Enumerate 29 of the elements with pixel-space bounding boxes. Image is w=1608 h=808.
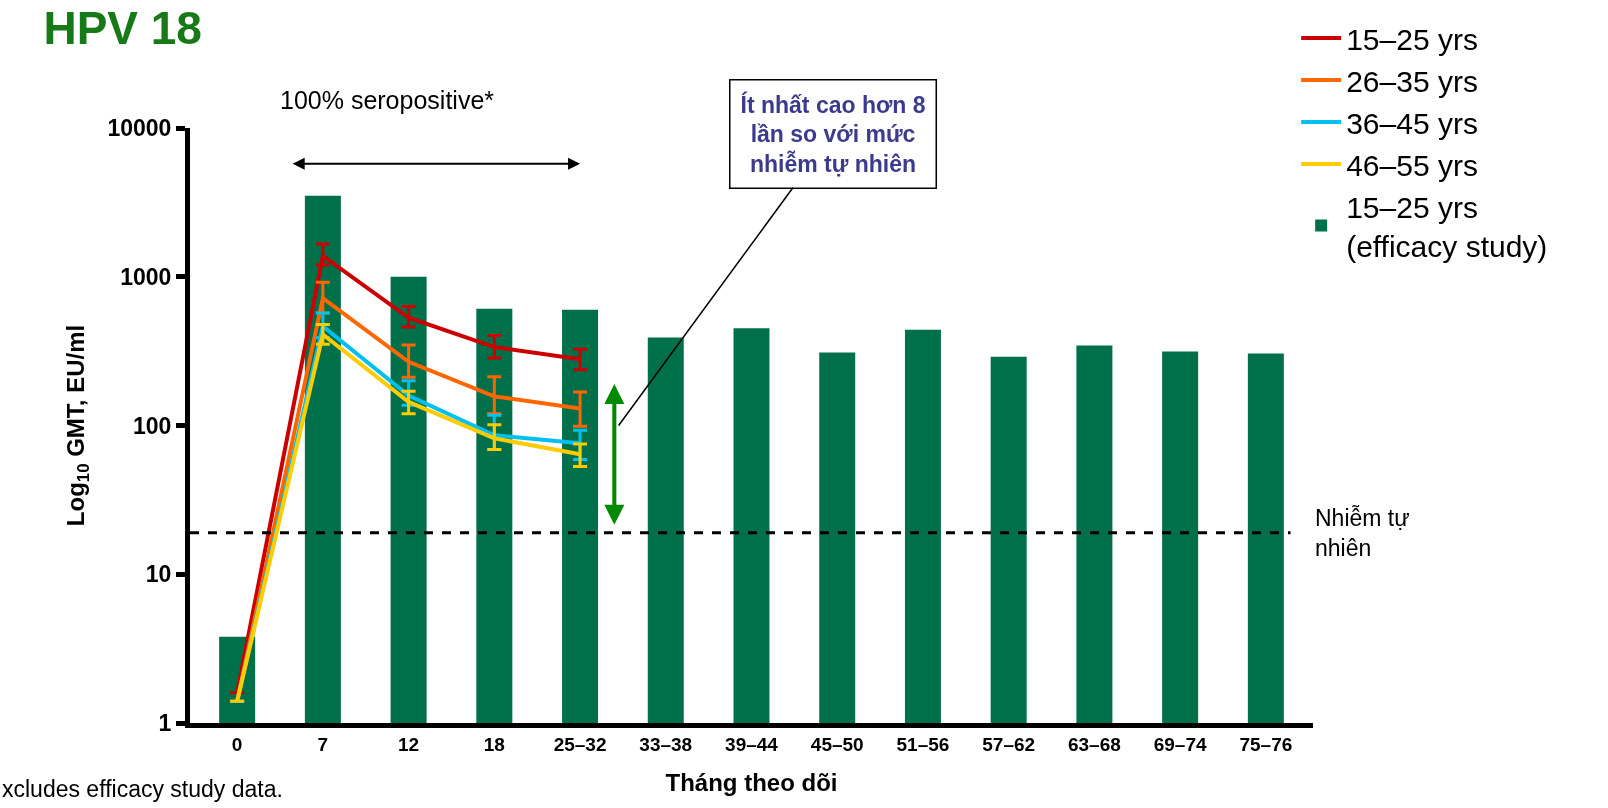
y-tick-label: 10 [145,561,172,588]
y-tick-label: 10000 [107,115,172,142]
x-tick-label: 57–62 [982,733,1036,755]
y-tick-label: 100 [133,412,172,439]
legend-label: 15–25 yrs [1346,22,1478,56]
x-tick-label: 63–68 [1067,733,1121,755]
ref-line-label: Nhiễm tự nhiên [1315,505,1410,561]
x-tick-label: 25–32 [553,733,607,755]
legend-label: 36–45 yrs [1346,106,1478,140]
text: 100% seropositive* [280,86,495,114]
x-tick-label: 7 [317,733,329,755]
legend-label: 26–35 yrs [1346,64,1478,98]
y-tick-label: 1000 [120,263,172,290]
x-axis-title: Tháng theo dõi [665,769,838,797]
x-tick-label: 45–50 [810,733,864,755]
legend-label: 15–25 yrs (efficacy study) [1346,190,1548,263]
x-tick-label: 51–56 [896,733,950,755]
x-tick-label: 12 [398,733,420,755]
x-tick-label: 75–76 [1239,733,1293,755]
legend-label: 46–55 yrs [1346,148,1478,182]
chart-title: HPV 18 [43,2,202,55]
y-tick-label: 1 [158,710,172,737]
x-tick-label: 33–38 [639,733,693,755]
x-tick-label: 0 [231,733,243,755]
annotation: Ít nhất cao hơn 8 lần so với mức nhiễm tự nhiên [740,90,926,178]
text: xcludes efficacy study data. [2,776,283,802]
x-tick-label: 39–44 [725,733,779,755]
x-tick-label: 18 [483,733,505,755]
x-tick-label: 69–74 [1153,733,1207,755]
